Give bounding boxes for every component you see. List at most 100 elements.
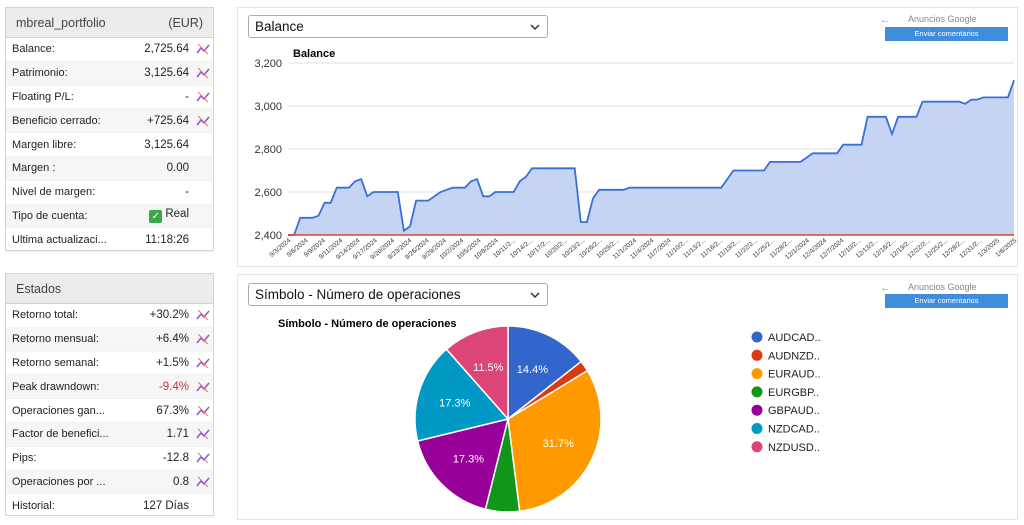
stat-row: Beneficio cerrado: +725.64 bbox=[6, 109, 213, 134]
portfolio-currency: (EUR) bbox=[168, 15, 203, 30]
balance-line bbox=[288, 79, 1015, 236]
stat-row: Factor de benefici... 1.71 bbox=[6, 422, 213, 447]
stat-label: Operaciones gan... bbox=[12, 404, 105, 417]
stat-label: Ultima actualizaci... bbox=[12, 233, 107, 246]
line-chart-icon[interactable] bbox=[193, 66, 213, 80]
stat-value: - bbox=[185, 186, 189, 199]
stat-label: Historial: bbox=[12, 499, 55, 512]
estados-header: Estados bbox=[6, 274, 213, 304]
stat-row: Retorno total: +30.2% bbox=[6, 304, 213, 328]
line-chart-icon[interactable] bbox=[193, 404, 213, 418]
pie-slice[interactable] bbox=[507, 325, 583, 421]
stat-row: Retorno semanal: +1.5% bbox=[6, 352, 213, 376]
stat-row: Margen libre: 3,125.64 bbox=[6, 133, 213, 157]
stat-row: Patrimonio: 3,125.64 bbox=[6, 61, 213, 86]
back-arrow-icon[interactable]: ← bbox=[880, 283, 890, 294]
stat-label: Margen : bbox=[12, 162, 56, 175]
stat-value: ✓ Real bbox=[123, 208, 193, 224]
estados-panel: Estados Retorno total: +30.2% Retorno mens… bbox=[5, 273, 214, 519]
stat-row: Margen : 0.00 bbox=[6, 156, 213, 181]
stat-value: 3,125.64 bbox=[144, 67, 189, 80]
estados-rows: Retorno total: +30.2% Retorno mensual: +6.4… bbox=[6, 304, 213, 519]
line-chart-icon[interactable] bbox=[193, 42, 213, 56]
stat-value: +30.2% bbox=[149, 309, 189, 322]
stat-label: Beneficio cerrado: bbox=[12, 114, 101, 127]
ads-label[interactable]: Anuncios Google bbox=[908, 14, 977, 24]
y-tick-label: 2,400 bbox=[254, 230, 282, 242]
feedback-button[interactable]: Enviar comentarios bbox=[885, 27, 1008, 41]
portfolio-panel: mbreal_portfolio (EUR) Balance: 2,725.64 P… bbox=[5, 7, 214, 253]
stat-label: Patrimonio: bbox=[12, 67, 68, 80]
balance-panel: Balance ← Anuncios Google Enviar comenta… bbox=[237, 7, 1019, 267]
line-chart-icon[interactable] bbox=[193, 475, 213, 489]
account-type: Real bbox=[165, 208, 189, 221]
legend-label: NZDUSD.. bbox=[768, 442, 820, 454]
symbol-panel: Símbolo - Número de operaciones ← Anunci… bbox=[237, 274, 1018, 520]
legend-label: EURGBP.. bbox=[768, 387, 819, 399]
stat-row: Floating P/L: - bbox=[6, 86, 213, 110]
line-chart-icon[interactable] bbox=[193, 356, 213, 370]
stat-value: +6.4% bbox=[156, 333, 189, 346]
stat-label: Retorno mensual: bbox=[12, 333, 99, 346]
portfolio-header: mbreal_portfolio (EUR) bbox=[6, 8, 213, 38]
stat-row: Tipo de cuenta: ✓ Real bbox=[6, 204, 213, 229]
stat-label: Pips: bbox=[12, 452, 37, 465]
pie-slice-label: 17.3% bbox=[439, 397, 470, 409]
pie-slice[interactable] bbox=[507, 369, 602, 513]
ads-label[interactable]: Anuncios Google bbox=[908, 282, 977, 292]
line-chart-icon[interactable] bbox=[193, 451, 213, 465]
line-chart-icon[interactable] bbox=[193, 332, 213, 346]
stat-value: 67.3% bbox=[156, 404, 189, 417]
stat-value: 127 Días bbox=[142, 499, 189, 512]
stat-row: Balance: 2,725.64 bbox=[6, 38, 213, 62]
legend-label: EURAUD.. bbox=[768, 369, 821, 381]
stat-value: 2,725.64 bbox=[144, 43, 189, 56]
line-chart-icon[interactable] bbox=[193, 308, 213, 322]
spacer bbox=[193, 138, 213, 152]
checkmark-icon: ✓ bbox=[149, 210, 163, 224]
legend-label: AUDCAD.. bbox=[768, 332, 821, 344]
symbol-chart-select[interactable]: Símbolo - Número de operaciones bbox=[248, 283, 548, 306]
stat-value: 11:18:26 bbox=[145, 233, 189, 246]
stat-label: Nivel de margen: bbox=[12, 186, 96, 199]
spacer bbox=[193, 233, 213, 247]
line-chart-icon[interactable] bbox=[193, 90, 213, 104]
balance-chart-select[interactable]: Balance bbox=[248, 15, 548, 38]
portfolio-name: mbreal_portfolio bbox=[16, 15, 106, 30]
y-tick-label: 2,600 bbox=[254, 187, 282, 199]
stat-row: Operaciones por ... 0.8 bbox=[6, 470, 213, 495]
stat-value: -9.4% bbox=[158, 380, 189, 393]
pie-slice[interactable] bbox=[416, 417, 510, 511]
stat-label: Retorno semanal: bbox=[12, 356, 99, 369]
stat-value: 0.8 bbox=[173, 475, 189, 488]
y-tick-label: 3,000 bbox=[254, 101, 282, 113]
back-arrow-icon[interactable]: ← bbox=[880, 15, 890, 26]
balance-select-value: Balance bbox=[255, 19, 304, 34]
stat-label: Margen libre: bbox=[12, 138, 77, 151]
legend-marker bbox=[751, 349, 763, 361]
legend-marker bbox=[751, 441, 763, 453]
chevron-down-icon bbox=[530, 292, 540, 299]
estados-title: Estados bbox=[16, 281, 62, 296]
spacer bbox=[193, 499, 213, 513]
legend-label: AUDNZD.. bbox=[768, 350, 820, 362]
line-chart-icon[interactable] bbox=[193, 427, 213, 441]
stat-value: 1.71 bbox=[166, 428, 189, 441]
stat-value: 3,125.64 bbox=[144, 138, 189, 151]
stat-row: Historial: 127 Días bbox=[6, 494, 213, 519]
stat-label: Balance: bbox=[12, 43, 55, 56]
line-chart-icon[interactable] bbox=[193, 380, 213, 394]
legend-marker bbox=[751, 331, 763, 343]
legend-label: NZDCAD.. bbox=[768, 424, 820, 436]
legend-label: GBPAUD.. bbox=[768, 405, 820, 417]
balance-area bbox=[288, 80, 1014, 235]
stat-value: 0.00 bbox=[166, 162, 189, 175]
stat-label: Operaciones por ... bbox=[12, 475, 106, 488]
y-tick-label: 3,200 bbox=[254, 58, 282, 70]
feedback-button[interactable]: Enviar comentarios bbox=[885, 294, 1008, 308]
pie-slice[interactable] bbox=[445, 325, 509, 421]
line-chart-icon[interactable] bbox=[193, 114, 213, 128]
pie-slice[interactable] bbox=[414, 348, 510, 442]
stat-value: +725.64 bbox=[147, 114, 189, 127]
stat-row: Pips: -12.8 bbox=[6, 447, 213, 471]
